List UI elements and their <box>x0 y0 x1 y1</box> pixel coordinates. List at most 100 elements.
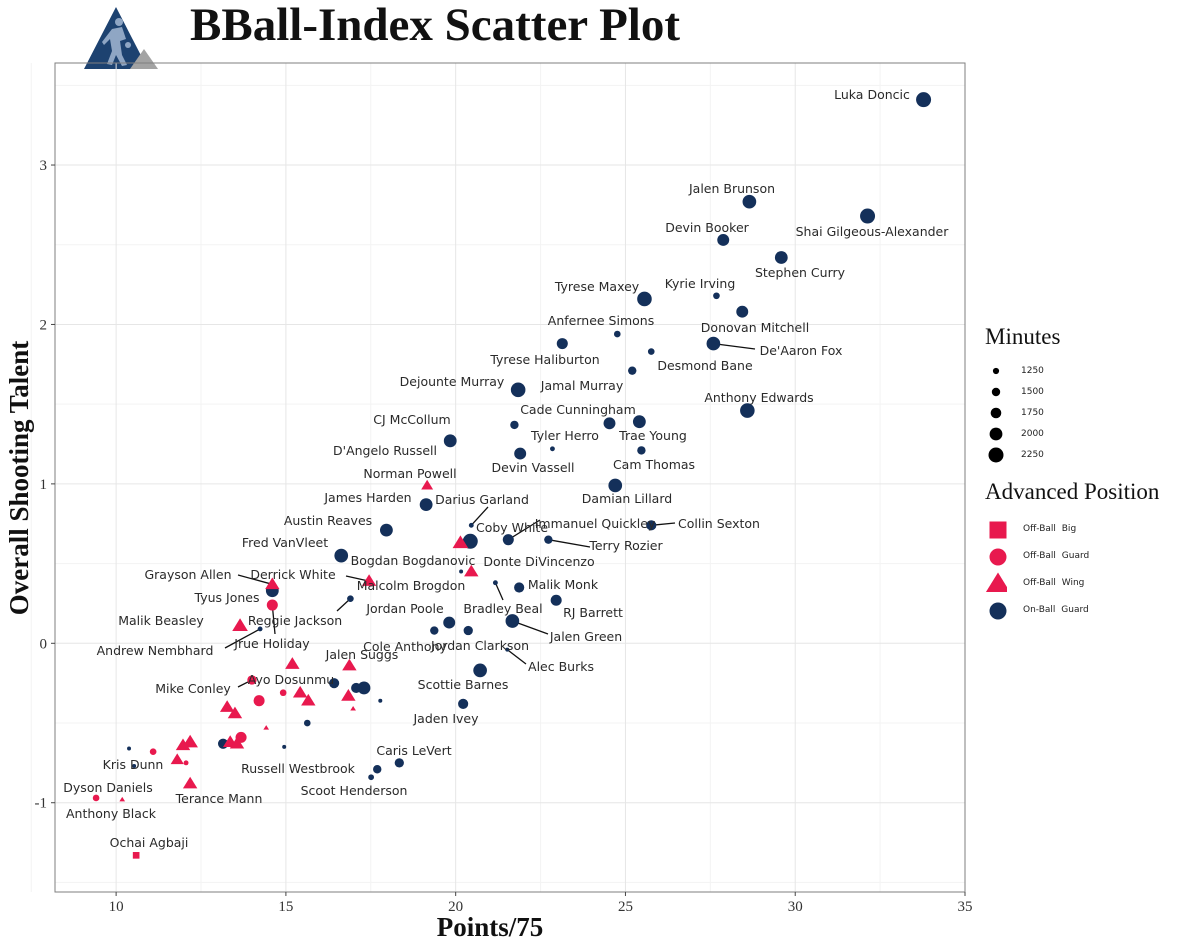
data-point <box>505 647 510 652</box>
point-label: Anthony Edwards <box>704 390 813 405</box>
data-point <box>647 348 655 355</box>
point-label: Trae Young <box>618 428 687 443</box>
circle-icon <box>985 597 1007 623</box>
data-point <box>510 420 519 430</box>
point-label: Jalen Green <box>549 629 622 644</box>
point-label: Norman Powell <box>363 466 456 481</box>
x-tick-label: 15 <box>278 899 293 915</box>
point-label: Alec Burks <box>528 659 594 674</box>
data-point <box>502 534 514 546</box>
data-point <box>713 292 720 300</box>
legend-minutes-title: Minutes <box>985 324 1061 349</box>
x-tick-label: 20 <box>448 899 463 915</box>
data-point <box>361 574 377 586</box>
point-label: Tyus Jones <box>194 590 260 605</box>
data-point <box>282 744 287 749</box>
data-point <box>421 479 434 490</box>
legend-position-item: Off-Ball Wing <box>985 569 1195 596</box>
data-point <box>462 533 478 549</box>
data-point <box>632 415 646 429</box>
data-point <box>742 194 757 209</box>
point-label: Jalen Brunson <box>688 181 775 196</box>
point-label: Damian Lillard <box>582 491 672 506</box>
label-leader-line <box>345 575 370 582</box>
point-label: De'Aaron Fox <box>760 343 843 358</box>
point-label: Anfernee Simons <box>548 313 654 328</box>
data-point <box>279 689 287 697</box>
axis-ticks: 10 15 20 25 30 35 -1 0 1 2 3 <box>35 158 973 915</box>
data-point <box>334 548 349 563</box>
point-label: Kyrie Irving <box>665 276 736 291</box>
label-leaders <box>224 342 756 688</box>
legend-shape <box>989 521 1007 538</box>
data-point <box>170 753 184 765</box>
data-point <box>736 305 749 318</box>
data-point <box>183 760 189 766</box>
legend-size-label: 1250 <box>1021 365 1044 376</box>
point-label: Fred VanVleet <box>242 535 328 550</box>
data-point <box>628 366 637 375</box>
data-point <box>646 520 657 531</box>
label-leader-line <box>507 519 541 541</box>
point-label: Devin Vassell <box>492 460 575 475</box>
data-point <box>608 478 623 493</box>
point-label: Jalen Suggs <box>325 647 399 662</box>
label-leader-line <box>237 574 273 585</box>
data-point <box>637 291 652 307</box>
data-point <box>292 685 308 698</box>
point-label: Caris LeVert <box>376 743 451 758</box>
point-label: Tyrese Maxey <box>554 279 640 294</box>
data-point <box>373 765 382 774</box>
x-tick-label: 35 <box>958 899 973 915</box>
data-point <box>468 522 474 528</box>
data-point <box>443 434 457 448</box>
data-points <box>92 92 932 859</box>
point-label: Jordan Clarkson <box>430 638 529 653</box>
data-point <box>227 706 243 719</box>
point-label: Mike Conley <box>155 681 231 696</box>
data-point <box>257 626 263 632</box>
point-label: Cam Thomas <box>613 457 695 472</box>
label-leader-line <box>548 539 591 548</box>
triangle-icon <box>985 570 1007 596</box>
data-point <box>514 582 525 593</box>
point-label: Scoot Henderson <box>301 783 408 798</box>
legend-size-label: 1750 <box>1021 407 1044 418</box>
size-key-dot <box>985 361 1007 381</box>
data-point <box>706 336 721 351</box>
data-point <box>132 764 137 769</box>
point-label: RJ Barrett <box>563 605 623 620</box>
bball-index-logo <box>82 5 162 77</box>
data-point <box>463 625 473 636</box>
point-label: Desmond Bane <box>657 358 753 373</box>
data-point <box>119 796 126 802</box>
data-point <box>247 675 257 685</box>
data-point <box>380 523 393 537</box>
point-label: Malik Beasley <box>118 613 204 628</box>
legend: Minutes 1250 1500 1750 2000 2250 Advanced Po… <box>985 324 1195 623</box>
y-axis-title: Overall Shooting Talent <box>4 341 34 616</box>
data-point <box>860 208 876 224</box>
point-labels: Luka Doncic Jalen Brunson Shai Gilgeous-Al… <box>63 87 949 850</box>
x-tick-label: 25 <box>618 899 633 915</box>
label-leader-line <box>494 582 504 601</box>
data-point <box>492 580 498 586</box>
point-label: James Harden <box>323 490 411 505</box>
legend-size-label: 2000 <box>1021 428 1044 439</box>
data-point <box>347 595 354 602</box>
point-label: Jordan Poole <box>365 601 444 616</box>
point-label: Bogdan Bogdanovic <box>351 553 476 568</box>
size-key-dot <box>985 382 1007 402</box>
data-point <box>301 693 316 706</box>
point-label: Tyler Herro <box>530 428 599 443</box>
point-label: Collin Sexton <box>678 516 760 531</box>
data-point <box>458 698 469 709</box>
point-label: Malik Monk <box>528 577 599 592</box>
point-label: D'Angelo Russell <box>333 443 437 458</box>
point-label: Coby White <box>476 520 548 535</box>
data-point <box>253 695 265 707</box>
point-label: CJ McCollum <box>373 412 450 427</box>
data-point <box>175 738 191 751</box>
label-leader-line <box>713 342 756 350</box>
data-point <box>266 599 278 611</box>
